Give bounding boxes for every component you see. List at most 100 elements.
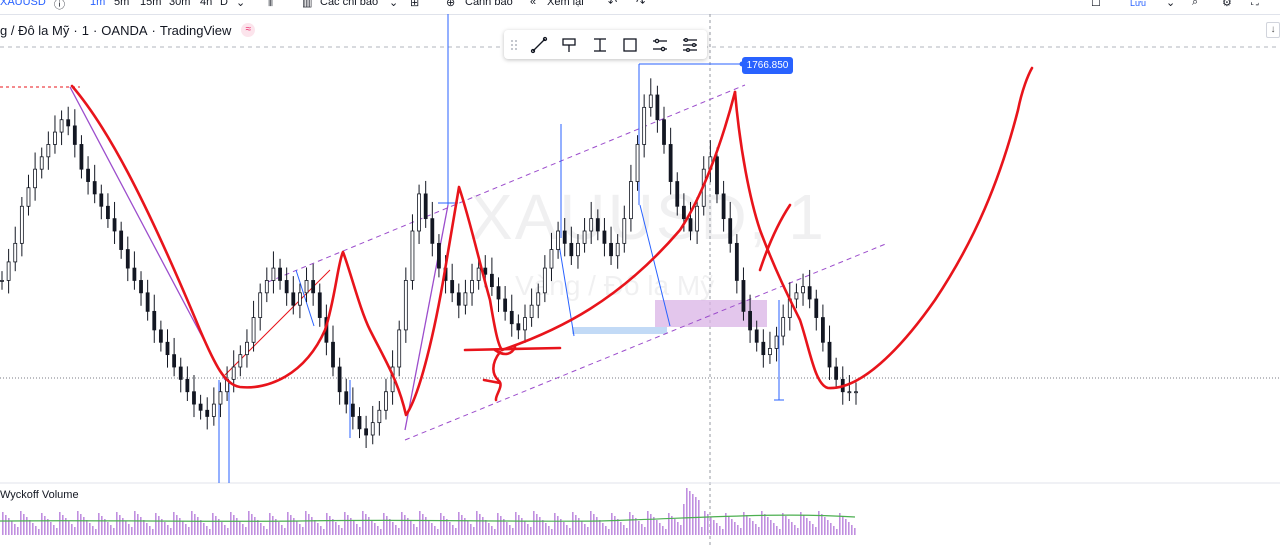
candle-body (595, 218, 600, 232)
volume-bar (524, 521, 526, 535)
volume-bar (464, 518, 466, 535)
candle-body (185, 378, 190, 393)
volume-bar (755, 524, 757, 535)
interval-d[interactable]: D (220, 0, 228, 8)
volume-bar (650, 514, 652, 535)
rectangle-tool-icon[interactable] (620, 35, 640, 55)
templates-icon[interactable]: ⊞ (410, 0, 420, 9)
layout-icon[interactable]: ☐ (1091, 0, 1101, 9)
volume-bar (668, 513, 670, 535)
alert-icon[interactable]: ⊕ (446, 0, 456, 9)
chevron-down-icon[interactable]: ⌄ (1166, 0, 1176, 9)
candle-body (350, 403, 355, 417)
volume-bar (821, 514, 823, 535)
candle-body (834, 366, 839, 380)
volume-bar (398, 528, 400, 535)
volume-bar (587, 527, 589, 535)
save-button[interactable]: Lưu (1130, 0, 1147, 8)
candle-body (284, 280, 289, 294)
volume-bar (212, 513, 214, 535)
chart-type-icon[interactable]: ⫼ (268, 0, 274, 8)
replay-icon[interactable]: « (530, 0, 537, 8)
volume-bar (626, 528, 628, 535)
interval-1m[interactable]: 1m (90, 0, 106, 8)
volume-bar (338, 525, 340, 535)
volume-bar (65, 518, 67, 535)
legend-platform: TradingView (159, 22, 232, 38)
candle-body (536, 292, 541, 306)
volume-bar (50, 522, 52, 535)
undo-icon[interactable]: ↶ (608, 0, 618, 9)
volume-bar (203, 523, 205, 535)
indicators-button[interactable]: Các chỉ báo (320, 0, 379, 8)
more-tool-icon[interactable] (680, 35, 700, 55)
candle-body (516, 323, 521, 331)
candle-body (754, 329, 759, 343)
volume-bar (170, 528, 172, 535)
candle-body (364, 428, 369, 436)
brush-tool-icon[interactable] (559, 35, 579, 55)
volume-bar (173, 512, 175, 535)
volume-bar (659, 523, 661, 535)
candle-body (496, 286, 501, 300)
candle-body (112, 218, 117, 232)
volume-bar (23, 514, 25, 535)
volume-bar (329, 516, 331, 535)
info-icon[interactable]: ⓘ (54, 0, 65, 11)
candle-body (814, 298, 819, 318)
candle-body (311, 280, 316, 294)
fullscreen-icon[interactable]: ⛶ (1251, 0, 1259, 8)
volume-bar (839, 513, 841, 535)
volume-bar (770, 520, 772, 535)
search-icon[interactable]: ⌕ (1192, 0, 1199, 8)
volume-bar (350, 518, 352, 535)
symbol-description[interactable]: g / Đô la Mỹ (0, 22, 70, 38)
volume-bar (833, 526, 835, 535)
candle-body (827, 341, 832, 368)
volume-bar (710, 517, 712, 535)
interval-5m[interactable]: 5m (114, 0, 130, 8)
volume-bar (38, 529, 40, 535)
interval-15m[interactable]: 15m (140, 0, 162, 8)
volume-bar (644, 527, 646, 535)
volume-bar (251, 514, 253, 535)
candle-body (668, 144, 673, 182)
volume-bar (686, 488, 688, 535)
volume-bar (656, 520, 658, 535)
volume-bar (5, 515, 7, 535)
settings-tool-icon[interactable] (650, 35, 670, 55)
volume-bar (533, 511, 535, 535)
drag-handle-icon[interactable] (508, 35, 520, 55)
eye-icon[interactable]: ≈ (241, 23, 256, 37)
gear-icon[interactable]: ⚙ (1222, 0, 1232, 9)
volume-bar (371, 520, 373, 535)
chevron-down-icon[interactable]: ⌄ (236, 0, 246, 9)
watermark-description: Vàng / Đô la Mỹ (515, 270, 715, 301)
volume-bar (110, 525, 112, 535)
volume-bar (827, 520, 829, 535)
candle-body (271, 267, 276, 281)
alert-button[interactable]: Cảnh báo (465, 0, 513, 8)
text-tool-icon[interactable] (590, 35, 610, 55)
candle-body (26, 187, 31, 207)
candle-body (781, 317, 786, 337)
candle-body (761, 341, 766, 356)
volume-bar (455, 528, 457, 535)
indicators-icon[interactable]: ▥ (302, 0, 313, 9)
chevron-down-icon[interactable]: ⌄ (389, 0, 399, 9)
replay-button[interactable]: Xem lại (547, 0, 584, 8)
volume-bar (731, 519, 733, 535)
volume-bar (155, 513, 157, 535)
volume-bar (638, 521, 640, 535)
volume-bar (284, 528, 286, 535)
interval-30m[interactable]: 30m (169, 0, 191, 8)
redo-icon[interactable]: ↷ (636, 0, 646, 9)
candle-body (278, 267, 282, 281)
volume-bar (407, 518, 409, 535)
symbol-search-button[interactable]: XAUUSD (0, 0, 46, 8)
trendline-tool-icon[interactable] (529, 35, 549, 55)
volume-bar (620, 522, 622, 535)
interval-4h[interactable]: 4h (200, 0, 213, 8)
volume-bar (92, 526, 94, 535)
